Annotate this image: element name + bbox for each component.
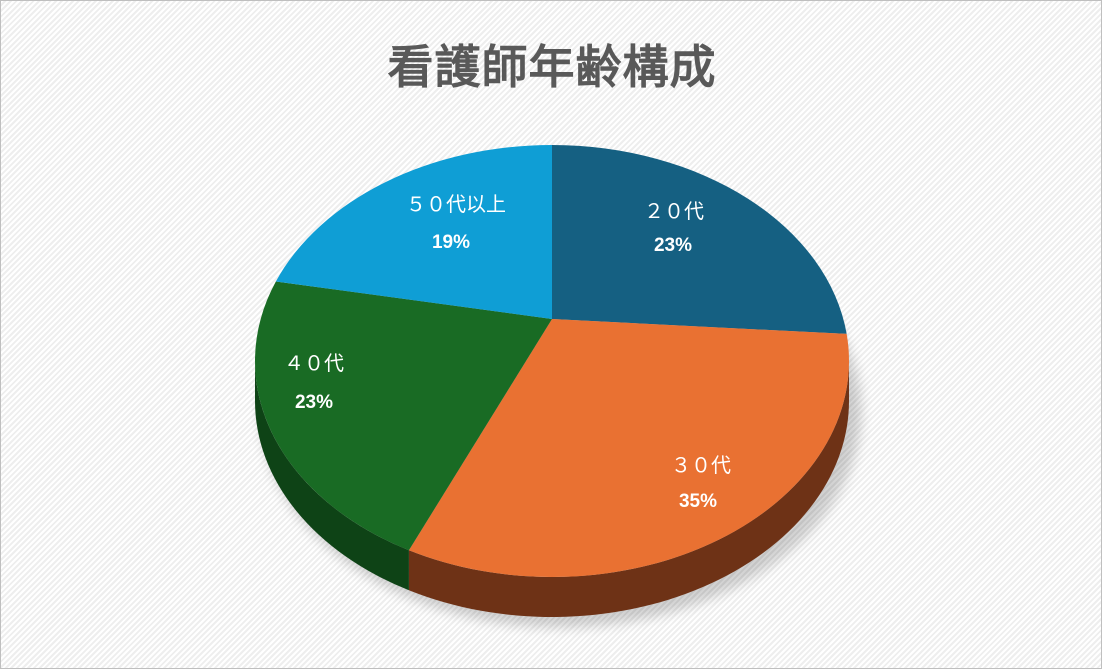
slice-category-label: ５０代以上 [406,192,506,216]
slice-category-label: ３０代 [671,453,731,477]
slice-percent-label: 23% [295,392,333,413]
slice-percent-label: 23% [654,235,692,256]
pie-slice-0 [552,145,847,334]
pie-slice-2 [254,281,552,551]
pie-slice-3 [275,145,552,319]
pie-slice-side-1 [408,361,849,617]
slice-category-label: ２０代 [644,199,704,223]
slice-category-label: ４０代 [284,351,344,375]
pie-slice-side-2 [255,361,409,591]
slice-percent-label: 19% [432,232,470,253]
slice-percent-label: 35% [679,491,717,512]
pie-slice-1 [408,319,849,577]
chart-title: 看護師年齢構成 [387,41,717,93]
